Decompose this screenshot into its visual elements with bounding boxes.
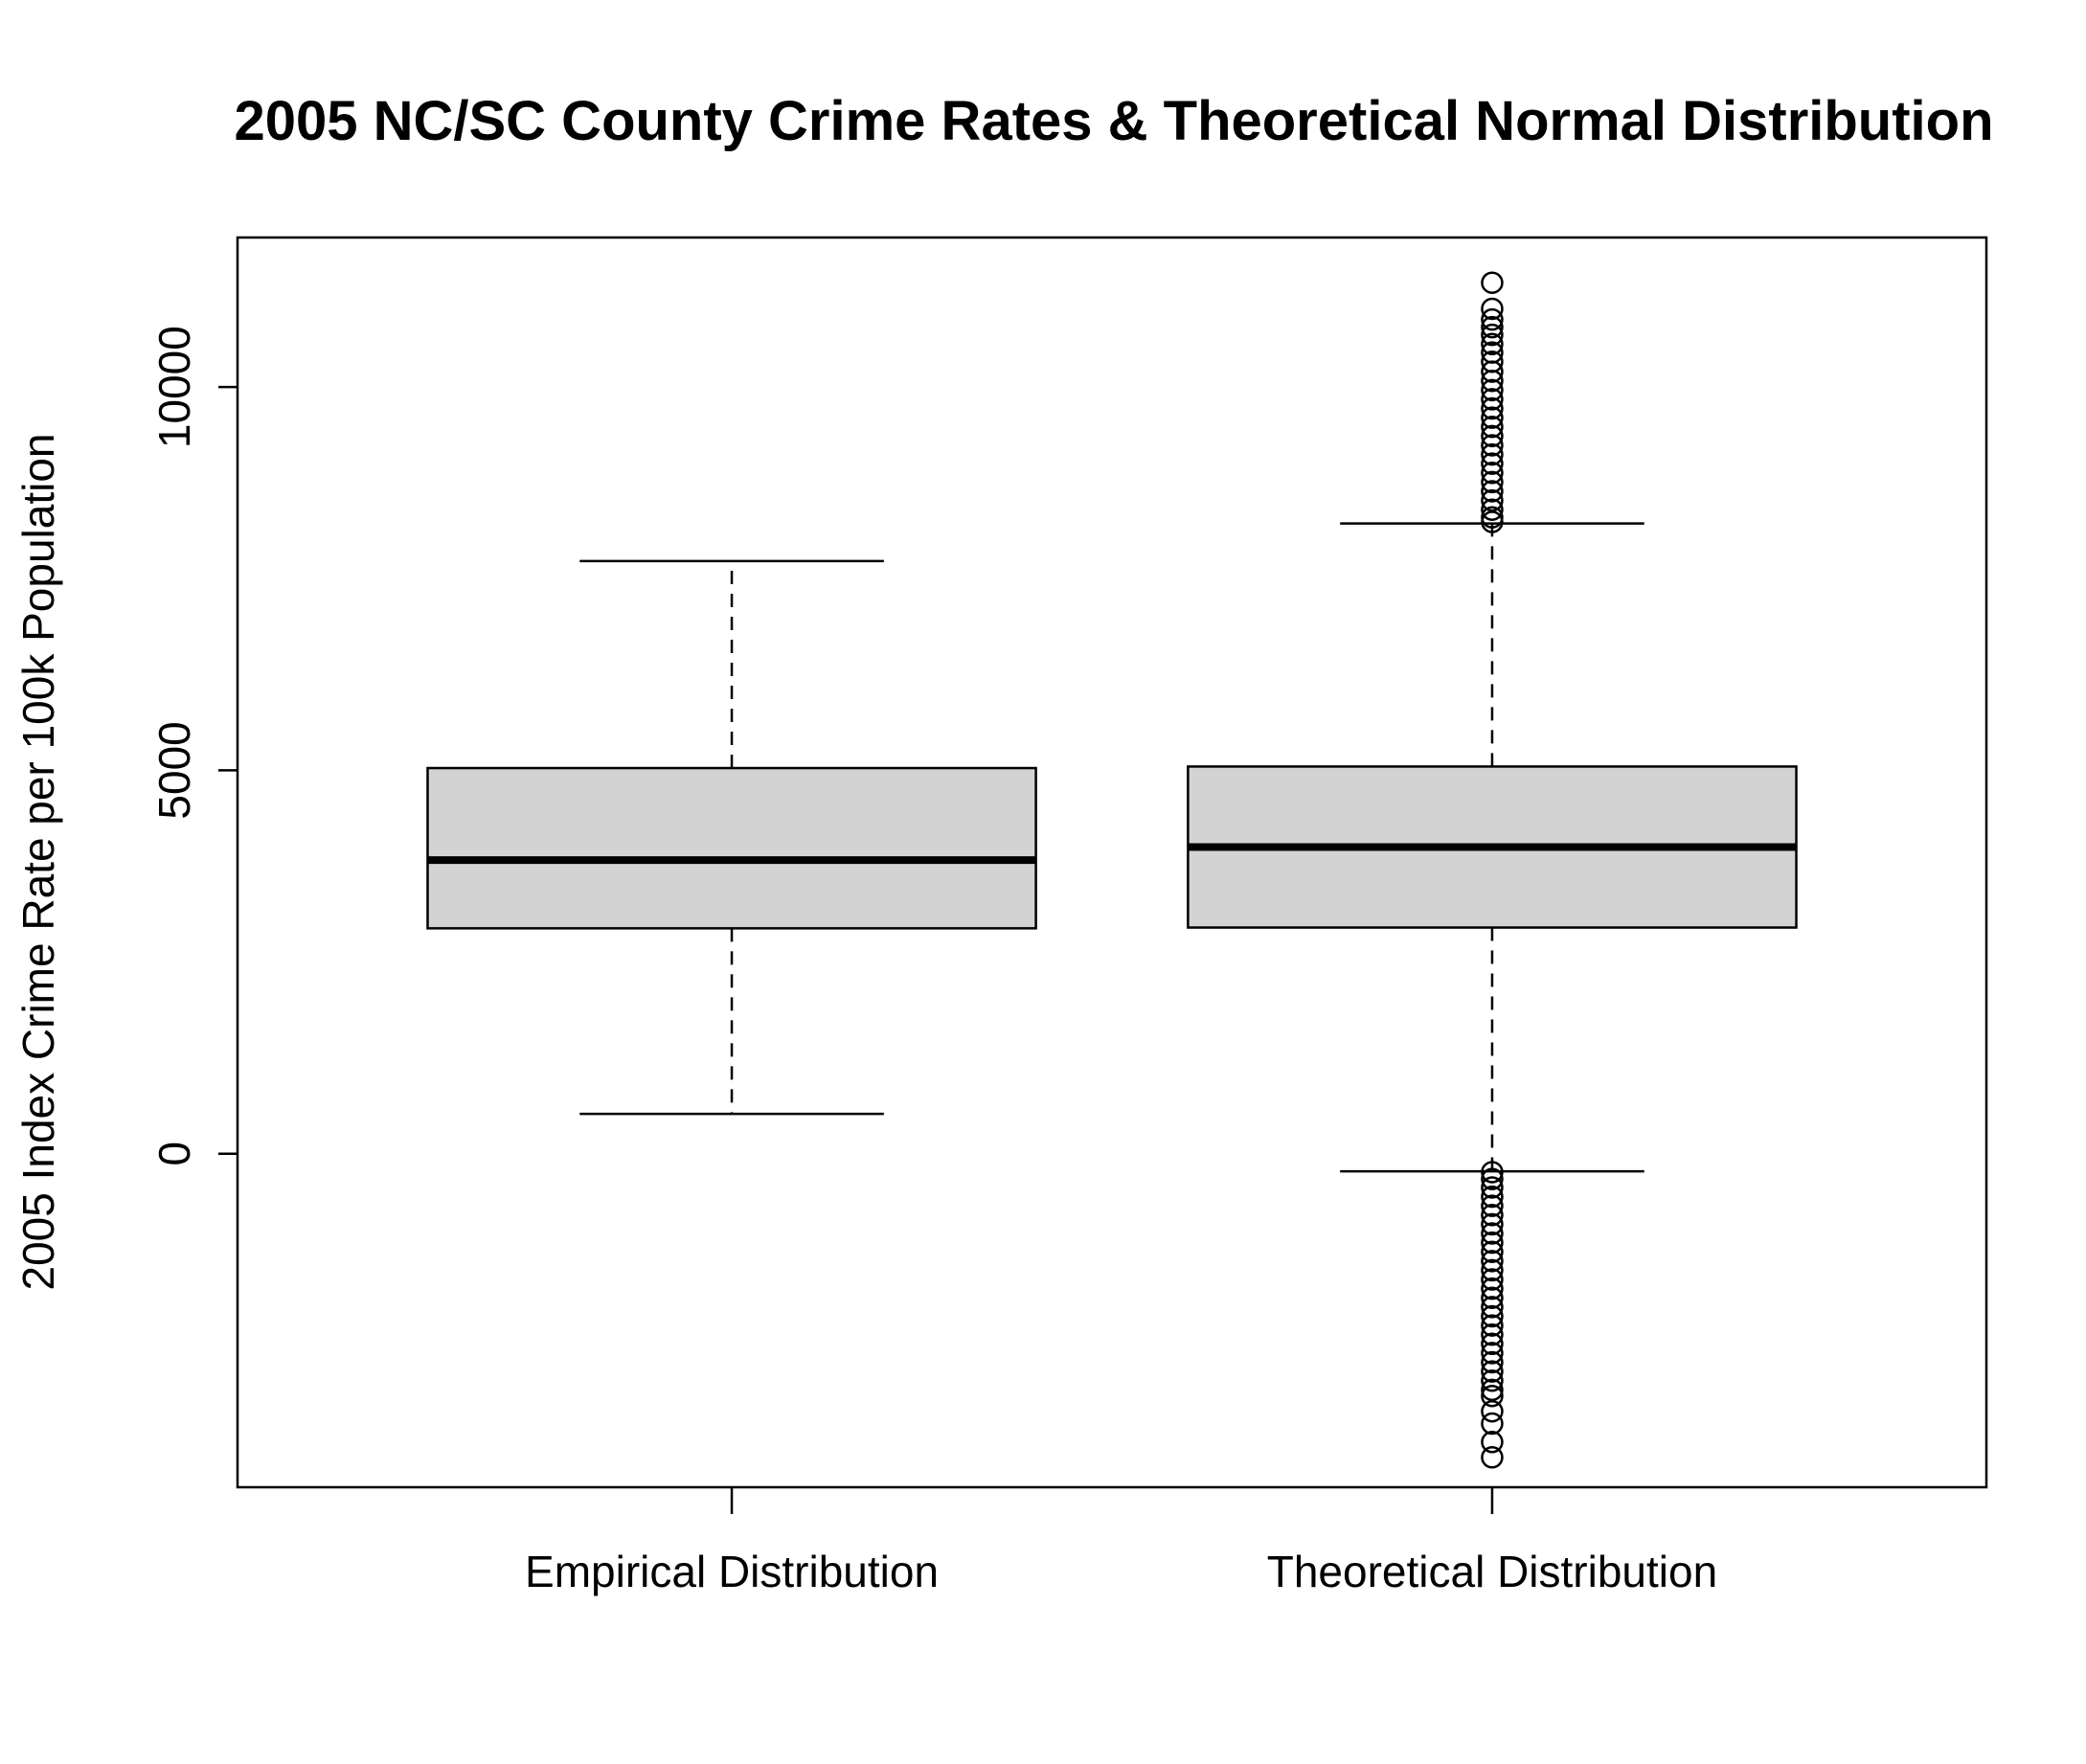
outlier-point: [1481, 1296, 1504, 1319]
y-tick-label: 0: [149, 1142, 199, 1166]
outlier-point: [1481, 1360, 1504, 1383]
outlier-point: [1481, 1161, 1504, 1184]
outlier-point: [1481, 1204, 1504, 1227]
outlier-point: [1481, 388, 1504, 411]
outlier-point: [1481, 378, 1504, 402]
outlier-point: [1481, 297, 1504, 321]
outlier-point: [1481, 1304, 1504, 1328]
outlier-point: [1481, 271, 1504, 294]
box-group: [426, 559, 1037, 1116]
outlier-point: [1481, 442, 1504, 466]
outlier-point: [1481, 1431, 1504, 1454]
outlier-point: [1481, 396, 1504, 420]
outlier-point: [1481, 360, 1504, 383]
outlier-point: [1481, 1167, 1504, 1190]
outlier-point: [1481, 1212, 1504, 1236]
outlier-point: [1481, 1240, 1504, 1263]
chart-title: 2005 NC/SC County Crime Rates & Theoreti…: [234, 90, 1993, 152]
outlier-point: [1481, 1332, 1504, 1356]
outlier-point: [1481, 498, 1504, 521]
outlier-point: [1481, 369, 1504, 393]
x-tick-label: Theoretical Distribution: [1267, 1547, 1717, 1596]
outlier-point: [1481, 323, 1504, 347]
outlier-point: [1481, 1277, 1504, 1300]
y-axis-label: 2005 Index Crime Rate per 100k Populatio…: [13, 433, 63, 1290]
outlier-point: [1481, 470, 1504, 494]
outlier-point: [1481, 332, 1504, 356]
boxes-layer: [426, 271, 1798, 1469]
outlier-point: [1481, 1194, 1504, 1217]
y-tick-label: 10000: [149, 326, 199, 448]
outlier-point: [1481, 1231, 1504, 1255]
outlier-point: [1481, 1222, 1504, 1245]
outlier-point: [1481, 406, 1504, 429]
iqr-box: [426, 766, 1037, 930]
plot-frame: [236, 236, 1988, 1489]
outlier-point: [1481, 1268, 1504, 1291]
x-axis: Empirical Distribution Theoretical Distri…: [525, 1487, 1717, 1596]
outlier-point: [1481, 1384, 1504, 1408]
outlier-point: [1481, 1250, 1504, 1273]
outlier-point: [1481, 1378, 1504, 1402]
outlier-point: [1481, 1446, 1504, 1469]
outlier-point: [1481, 1399, 1504, 1423]
outlier-point: [1481, 1314, 1504, 1337]
outlier-point: [1481, 452, 1504, 475]
outlier-point: [1481, 510, 1504, 533]
outlier-point: [1481, 462, 1504, 485]
outlier-point: [1481, 488, 1504, 512]
outlier-point: [1481, 1258, 1504, 1282]
outlier-point: [1481, 1350, 1504, 1374]
outlier-point: [1481, 424, 1504, 448]
outlier-point: [1481, 1185, 1504, 1209]
x-tick-label: Empirical Distribution: [525, 1547, 939, 1596]
outlier-point: [1481, 1286, 1504, 1309]
outlier-point: [1481, 1176, 1504, 1199]
outlier-point: [1481, 434, 1504, 457]
y-axis: 0 5000 10000: [149, 326, 238, 1166]
outlier-point: [1481, 1412, 1504, 1436]
outlier-point: [1481, 1323, 1504, 1346]
outlier-point: [1481, 416, 1504, 439]
outlier-point: [1481, 480, 1504, 503]
y-tick-label: 5000: [149, 721, 199, 819]
outlier-point: [1481, 315, 1504, 339]
outlier-point: [1481, 1342, 1504, 1365]
outlier-point: [1481, 1368, 1504, 1392]
outlier-point: [1481, 307, 1504, 331]
box-group: [1187, 271, 1798, 1469]
